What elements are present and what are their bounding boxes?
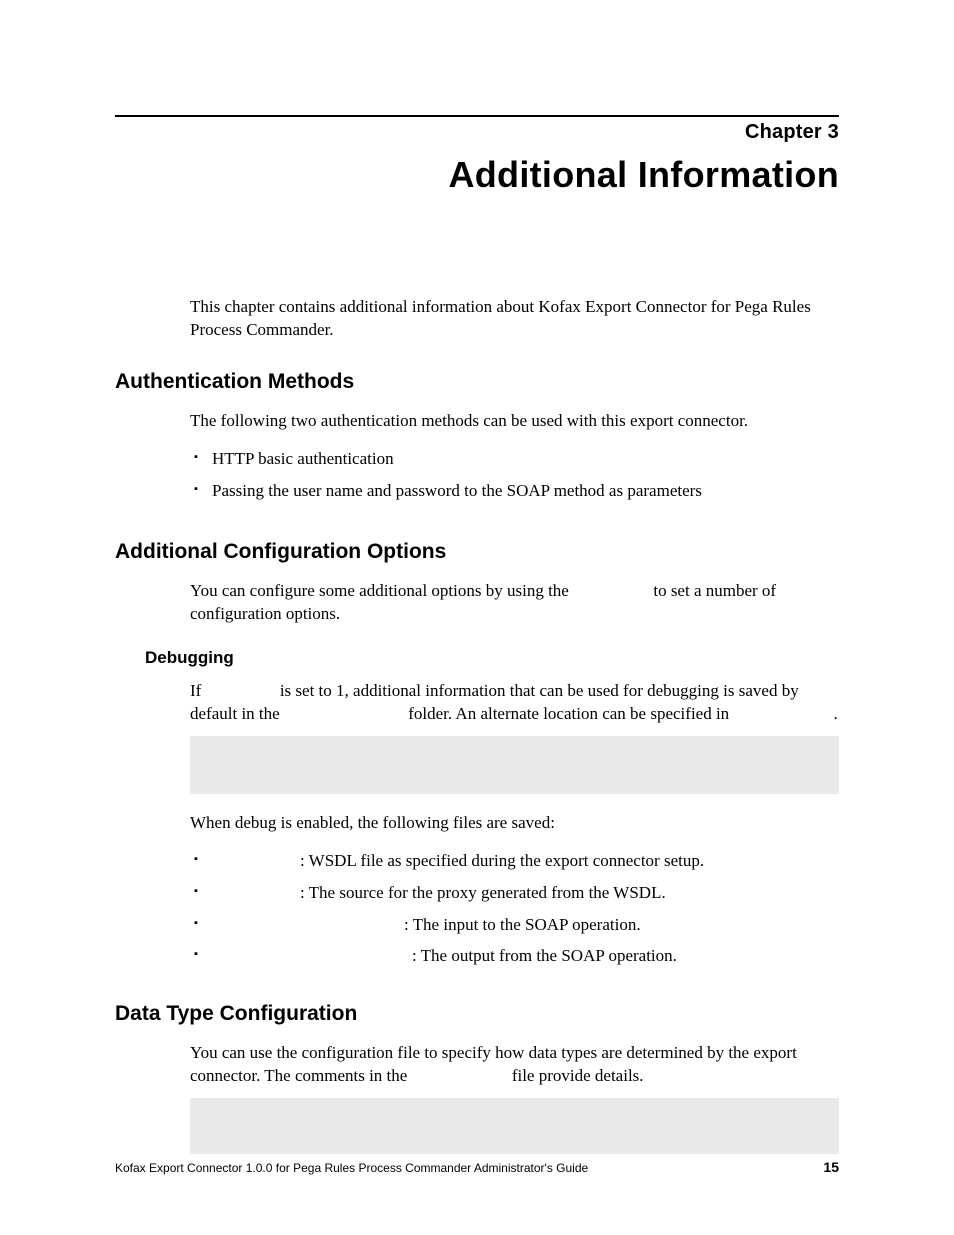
code-block (190, 1098, 839, 1154)
footer-text: Kofax Export Connector 1.0.0 for Pega Ru… (115, 1161, 588, 1175)
config-body: You can configure some additional option… (190, 580, 839, 626)
auth-list: HTTP basic authentication Passing the us… (190, 447, 839, 503)
list-item: : WSDL file as specified during the expo… (190, 849, 839, 873)
auth-body: The following two authentication methods… (190, 410, 839, 503)
chapter-label: Chapter 3 (115, 121, 839, 144)
debug-p1-a: If (190, 681, 201, 700)
footer: Kofax Export Connector 1.0.0 for Pega Ru… (115, 1159, 839, 1175)
page-title: Additional Information (115, 154, 839, 196)
intro-text: This chapter contains additional informa… (190, 296, 839, 342)
debug-p1-c: folder. An alternate location can be spe… (408, 704, 729, 723)
page-number: 15 (823, 1159, 839, 1175)
auth-lead: The following two authentication methods… (190, 410, 839, 433)
datatype-p: You can use the configuration file to sp… (190, 1042, 839, 1088)
debug-item-text: : The input to the SOAP operation. (404, 915, 641, 934)
debug-p1-d: . (833, 704, 837, 723)
heading-data-type-config: Data Type Configuration (115, 1002, 839, 1026)
heading-additional-config: Additional Configuration Options (115, 540, 839, 564)
debug-list: : WSDL file as specified during the expo… (190, 849, 839, 968)
config-lead-a: You can configure some additional option… (190, 581, 569, 600)
debug-item-text: : The output from the SOAP operation. (412, 946, 677, 965)
debug-p1: If is set to 1, additional information t… (190, 680, 839, 726)
datatype-body: You can use the configuration file to sp… (190, 1042, 839, 1154)
debug-item-text: : The source for the proxy generated fro… (300, 883, 666, 902)
rule-top (115, 115, 839, 117)
datatype-p-a: You can use the configuration file to sp… (190, 1043, 797, 1085)
list-item: : The source for the proxy generated fro… (190, 881, 839, 905)
debug-item-text: : WSDL file as specified during the expo… (300, 851, 704, 870)
page: Chapter 3 Additional Information This ch… (0, 0, 954, 1235)
debug-after: When debug is enabled, the following fil… (190, 812, 839, 835)
list-item: : The input to the SOAP operation. (190, 913, 839, 937)
list-item: HTTP basic authentication (190, 447, 839, 471)
heading-debugging: Debugging (145, 648, 839, 668)
code-block (190, 736, 839, 794)
debug-body: If is set to 1, additional information t… (190, 680, 839, 968)
list-item: Passing the user name and password to th… (190, 479, 839, 503)
intro-para: This chapter contains additional informa… (190, 296, 839, 342)
config-lead: You can configure some additional option… (190, 580, 839, 626)
list-item: : The output from the SOAP operation. (190, 944, 839, 968)
heading-authentication-methods: Authentication Methods (115, 370, 839, 394)
datatype-p-b: file provide details. (512, 1066, 644, 1085)
